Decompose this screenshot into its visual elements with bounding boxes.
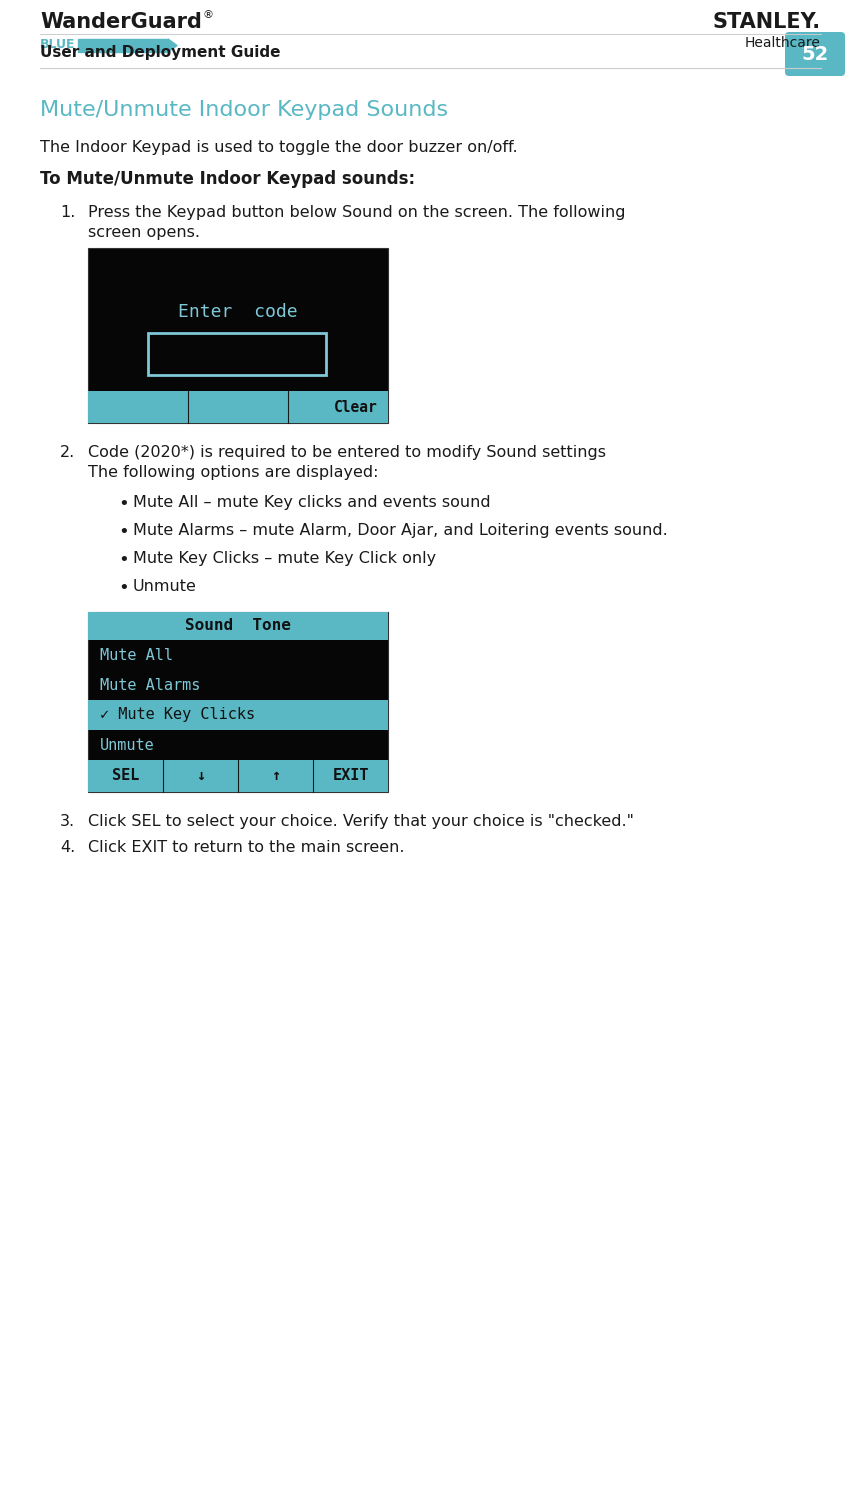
Bar (88, 613, 388, 793)
Bar (88, 613, 388, 639)
Text: •: • (118, 578, 129, 596)
Text: EXIT: EXIT (332, 769, 369, 784)
Text: 2.: 2. (60, 445, 75, 459)
Text: Sound  Tone: Sound Tone (185, 619, 291, 633)
Bar (88, 391, 388, 422)
Text: •: • (118, 523, 129, 541)
Text: The Indoor Keypad is used to toggle the door buzzer on/off.: The Indoor Keypad is used to toggle the … (40, 140, 517, 155)
Text: SEL: SEL (112, 769, 139, 784)
Bar (78, 39, 168, 52)
Text: To Mute/Unmute Indoor Keypad sounds:: To Mute/Unmute Indoor Keypad sounds: (40, 170, 415, 187)
Text: Healthcare: Healthcare (745, 36, 821, 51)
Text: 52: 52 (802, 45, 828, 64)
Text: ®: ® (202, 10, 213, 19)
Text: Click SEL to select your choice. Verify that your choice is "checked.": Click SEL to select your choice. Verify … (88, 813, 634, 828)
FancyBboxPatch shape (785, 33, 845, 76)
Text: Click EXIT to return to the main screen.: Click EXIT to return to the main screen. (88, 840, 405, 855)
Text: The following options are displayed:: The following options are displayed: (88, 465, 379, 480)
Text: Mute All: Mute All (100, 647, 173, 663)
Bar (88, 760, 388, 793)
Text: Mute/Unmute Indoor Keypad Sounds: Mute/Unmute Indoor Keypad Sounds (40, 100, 448, 120)
Text: ✓ Mute Key Clicks: ✓ Mute Key Clicks (100, 708, 255, 723)
Text: BLUE: BLUE (40, 39, 76, 51)
Text: 1.: 1. (60, 205, 76, 220)
Text: ↑: ↑ (271, 769, 280, 784)
Text: 3.: 3. (60, 813, 75, 828)
Text: Enter  code: Enter code (178, 303, 298, 321)
Text: screen opens.: screen opens. (88, 225, 200, 239)
Text: ↓: ↓ (196, 769, 205, 784)
Bar (88, 248, 388, 422)
Text: Mute Alarms – mute Alarm, Door Ajar, and Loitering events sound.: Mute Alarms – mute Alarm, Door Ajar, and… (133, 523, 668, 538)
Text: Clear: Clear (334, 400, 378, 415)
Text: 4.: 4. (60, 840, 75, 855)
Bar (148, 333, 326, 375)
Polygon shape (168, 39, 177, 52)
Text: User and Deployment Guide: User and Deployment Guide (40, 45, 281, 59)
Text: Mute All – mute Key clicks and events sound: Mute All – mute Key clicks and events so… (133, 495, 491, 510)
Text: •: • (118, 552, 129, 570)
Text: WanderGuard: WanderGuard (40, 12, 201, 33)
Text: Mute Alarms: Mute Alarms (100, 678, 201, 693)
Text: Code (2020*) is required to be entered to modify Sound settings: Code (2020*) is required to be entered t… (88, 445, 606, 459)
Text: Unmute: Unmute (100, 738, 155, 752)
Bar (88, 700, 388, 730)
Text: Unmute: Unmute (133, 578, 197, 593)
Text: Mute Key Clicks – mute Key Click only: Mute Key Clicks – mute Key Click only (133, 552, 437, 567)
Text: STANLEY.: STANLEY. (713, 12, 821, 33)
Text: •: • (118, 495, 129, 513)
Text: Press the Keypad button below Sound on the screen. The following: Press the Keypad button below Sound on t… (88, 205, 625, 220)
